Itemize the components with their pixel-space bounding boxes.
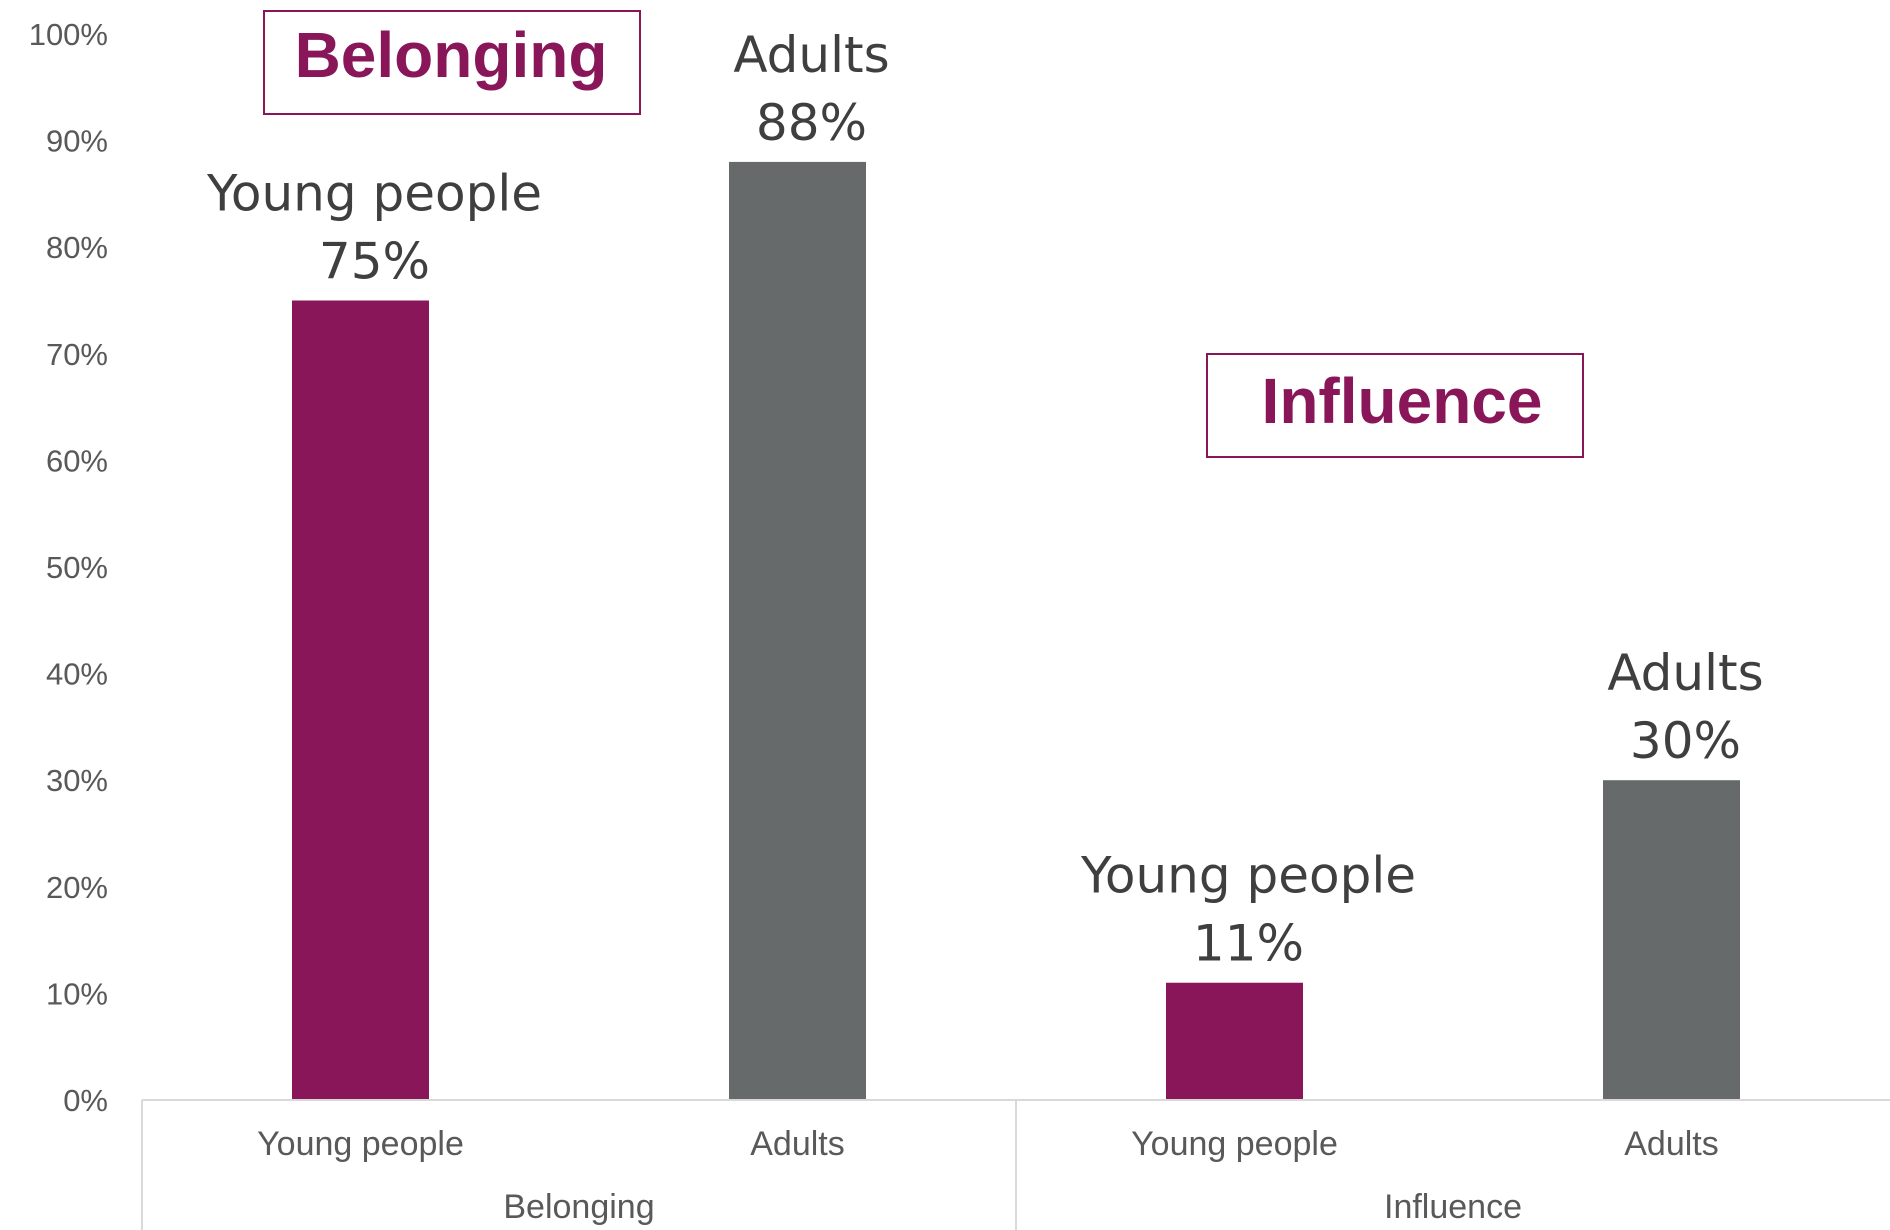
data-label-name: Young people — [1080, 847, 1416, 905]
y-tick-label: 0% — [63, 1083, 108, 1118]
bars — [292, 161, 1740, 1101]
bar — [292, 300, 429, 1100]
x-category-label: Adults — [750, 1125, 845, 1163]
y-tick-label: 80% — [46, 230, 108, 265]
y-tick-label: 60% — [46, 443, 108, 478]
y-tick-label: 100% — [29, 17, 108, 52]
y-tick-label: 70% — [46, 337, 108, 372]
bar — [1603, 780, 1740, 1100]
data-label-value: 30% — [1630, 712, 1741, 770]
y-tick-label: 10% — [46, 976, 108, 1011]
annotation-text: Belonging — [295, 19, 608, 91]
x-category-label: Young people — [1131, 1125, 1338, 1163]
annotation-text: Influence — [1262, 365, 1543, 437]
x-category-label: Adults — [1624, 1125, 1719, 1163]
y-tick-label: 40% — [46, 657, 108, 692]
y-tick-label: 50% — [46, 550, 108, 585]
bar — [1166, 982, 1303, 1100]
y-tick-label: 90% — [46, 124, 108, 159]
x-group-label: Influence — [1384, 1188, 1522, 1226]
y-axis: 0% 10% 20% 30% 40% 50% 60% 70% 80% 90% 100% — [29, 17, 108, 1118]
x-axis: Young people Adults Young people Adults Belo… — [141, 1099, 1890, 1230]
annotations: Belonging Influence — [263, 10, 1584, 458]
x-category-label: Young people — [257, 1125, 464, 1163]
data-label-name: Adults — [733, 26, 889, 84]
x-group-label: Belonging — [503, 1188, 654, 1226]
data-label-value: 88% — [756, 94, 867, 152]
y-tick-label: 30% — [46, 763, 108, 798]
data-labels: Young people 75% Adults 88% Young people 11% A… — [206, 26, 1764, 973]
bar — [729, 161, 866, 1101]
y-tick-label: 20% — [46, 870, 108, 905]
annotation-box — [263, 10, 641, 115]
data-label-value: 75% — [319, 233, 430, 291]
data-label-name: Young people — [206, 165, 542, 223]
annotation-box — [1206, 353, 1584, 458]
data-label-value: 11% — [1193, 915, 1304, 973]
data-label-name: Adults — [1607, 644, 1763, 702]
